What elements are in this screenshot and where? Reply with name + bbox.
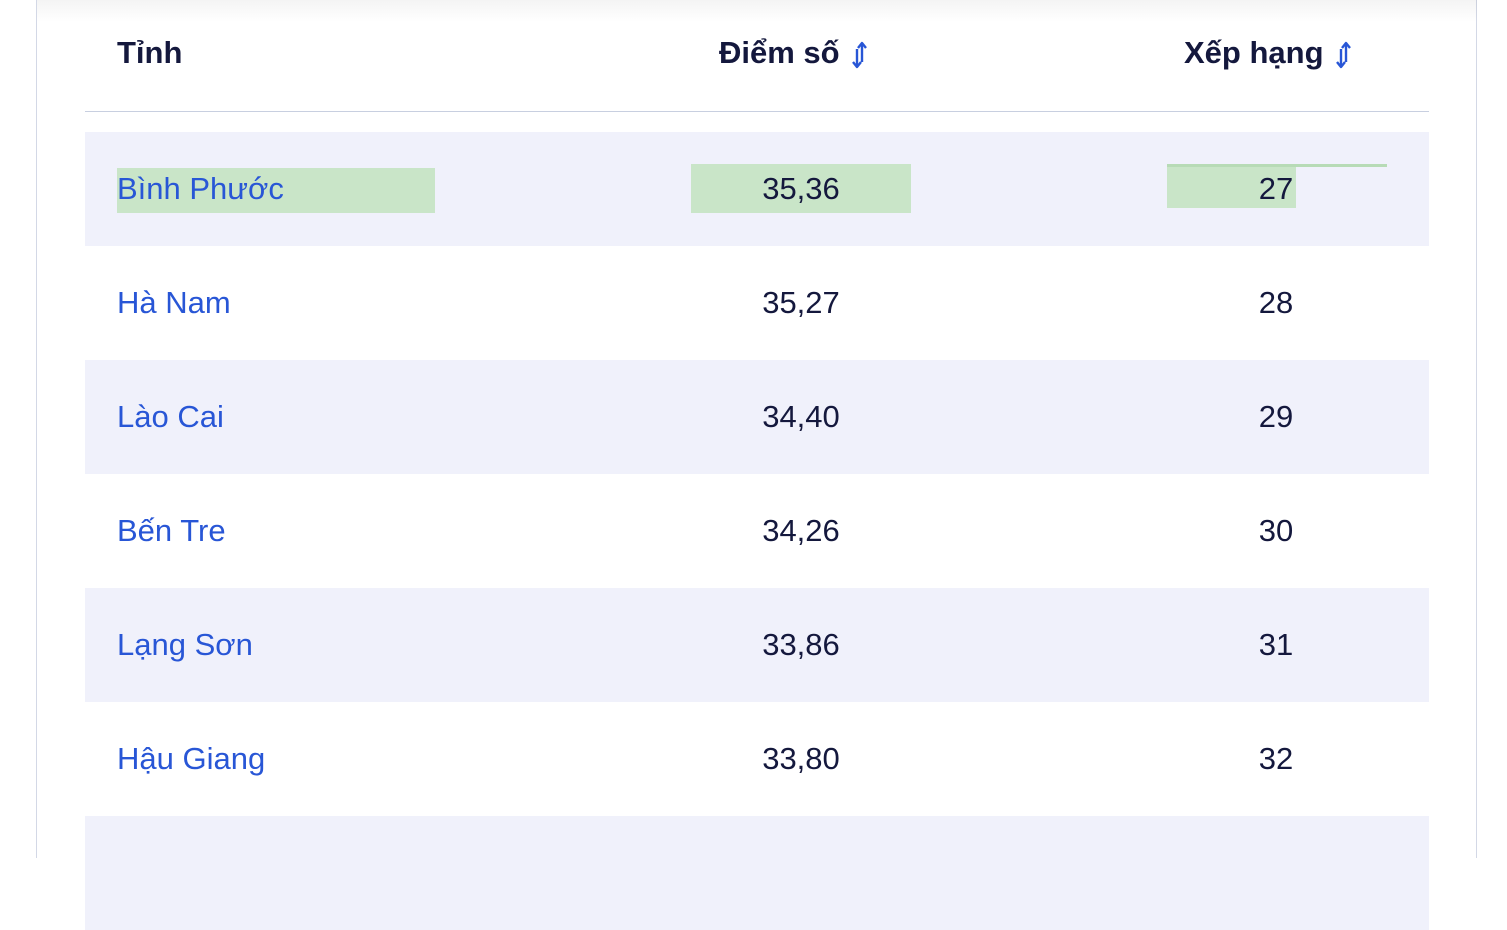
province-link[interactable]: Lạng Sơn [117, 588, 253, 702]
rank-value: 31 [1258, 627, 1294, 662]
province-link[interactable]: Lào Cai [117, 360, 224, 474]
table-row: Lạng Sơn 33,86 31 [85, 588, 1429, 702]
table-row: Bến Tre 34,26 30 [85, 474, 1429, 588]
table-body: Bình Phước 35,36 27 Hà Nam 35,27 28 [85, 132, 1429, 930]
score-cell: 33,80 [85, 702, 1507, 816]
highlight-score [691, 164, 911, 213]
highlight-rank [1167, 167, 1296, 208]
province-name[interactable]: Lào Cai [117, 399, 224, 434]
sort-arrows-icon[interactable] [849, 40, 871, 70]
score-cell: 34,26 [85, 474, 1507, 588]
score-value: 34,26 [762, 513, 840, 548]
column-header-rank[interactable]: Xếp hạng [1184, 35, 1355, 71]
column-header-province: Tỉnh [117, 35, 182, 71]
column-header-score[interactable]: Điểm số [719, 35, 871, 71]
table-row: Bình Phước 35,36 27 [85, 132, 1429, 246]
sort-arrows-icon[interactable] [1333, 40, 1355, 70]
rank-value: 29 [1258, 399, 1294, 434]
rank-cell: 28 [1185, 246, 1367, 360]
province-link[interactable]: Hà Nam [117, 246, 231, 360]
score-cell: 35,27 [85, 246, 1507, 360]
rank-cell: 30 [1185, 474, 1367, 588]
score-value: 34,40 [762, 399, 840, 434]
rank-value: 27 [1258, 171, 1294, 206]
score-cell: 34,40 [85, 360, 1507, 474]
province-name[interactable]: Hậu Giang [117, 741, 266, 776]
table-header: Tỉnh Điểm số Xếp hạng [85, 0, 1429, 112]
score-value: 35,36 [762, 171, 840, 206]
column-header-rank-label[interactable]: Xếp hạng [1184, 35, 1324, 70]
province-name[interactable]: Bình Phước [117, 171, 284, 206]
score-value: 33,80 [762, 741, 840, 776]
score-value: 35,27 [762, 285, 840, 320]
province-link[interactable]: Hậu Giang [117, 702, 265, 816]
province-link[interactable]: Bến Tre [117, 474, 226, 588]
province-link[interactable]: Bình Phước [117, 132, 284, 246]
rank-cell: 27 [1185, 132, 1367, 246]
province-name[interactable]: Lạng Sơn [117, 627, 253, 662]
rank-cell: 32 [1185, 702, 1367, 816]
score-cell: 33,86 [85, 588, 1507, 702]
province-name[interactable]: Hà Nam [117, 285, 231, 320]
province-ranking-table: Tỉnh Điểm số Xếp hạng [85, 0, 1429, 930]
table-row: Hậu Giang 33,80 32 [85, 702, 1429, 816]
province-name[interactable]: Bến Tre [117, 513, 226, 548]
table-row: Hà Nam 35,27 28 [85, 246, 1429, 360]
highlight-rank-line [1167, 164, 1387, 167]
column-header-province-label: Tỉnh [117, 35, 183, 70]
column-header-score-label[interactable]: Điểm số [719, 35, 840, 70]
rank-value: 28 [1258, 285, 1294, 320]
highlight-province [117, 168, 435, 213]
rank-cell: 31 [1185, 588, 1367, 702]
table-row [85, 816, 1429, 930]
score-cell: 35,36 [85, 132, 1507, 246]
table-row: Lào Cai 34,40 29 [85, 360, 1429, 474]
rank-value: 32 [1258, 741, 1294, 776]
rank-cell: 29 [1185, 360, 1367, 474]
rank-value: 30 [1258, 513, 1294, 548]
score-value: 33,86 [762, 627, 840, 662]
